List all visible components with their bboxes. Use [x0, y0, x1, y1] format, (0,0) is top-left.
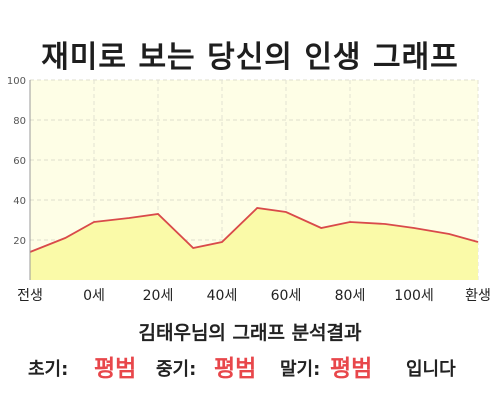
x-tick-label: 20세 — [143, 288, 174, 304]
y-tick-label: 60 — [13, 156, 26, 167]
x-tick-label: 100세 — [394, 288, 434, 304]
x-tick-label: 80세 — [335, 288, 366, 304]
y-tick-label: 40 — [13, 196, 26, 207]
y-tick-label: 100 — [7, 76, 26, 87]
result-line: 초기: 평범 중기: 평범 말기: 평범 입니다 — [0, 345, 500, 382]
x-tick-label: 0세 — [83, 288, 105, 304]
x-axis: 전생 0세 20세 40세 60세 80세 100세 환생 — [17, 288, 491, 304]
x-tick-label: 40세 — [207, 288, 238, 304]
x-tick-label: 60세 — [271, 288, 302, 304]
mid-value: 평범 — [214, 356, 257, 382]
early-value: 평범 — [94, 356, 137, 382]
series-line — [29, 207, 479, 253]
y-tick-label: 80 — [13, 116, 26, 127]
mid-label: 중기: — [156, 359, 197, 380]
late-value: 평범 — [330, 356, 373, 382]
y-tick-label: 20 — [13, 236, 26, 247]
result-suffix: 입니다 — [406, 359, 456, 380]
early-label: 초기: — [28, 359, 69, 380]
page-title: 재미로 보는 당신의 인생 그래프 — [41, 40, 459, 75]
y-axis: 20 40 60 80 100 — [7, 76, 26, 247]
area-fill — [30, 208, 478, 280]
x-tick-label: 환생 — [465, 288, 491, 304]
analysis-summary: 김태우님의 그래프 분석결과 — [138, 322, 362, 344]
late-label: 말기: — [280, 359, 321, 380]
x-tick-label: 전생 — [17, 288, 43, 304]
